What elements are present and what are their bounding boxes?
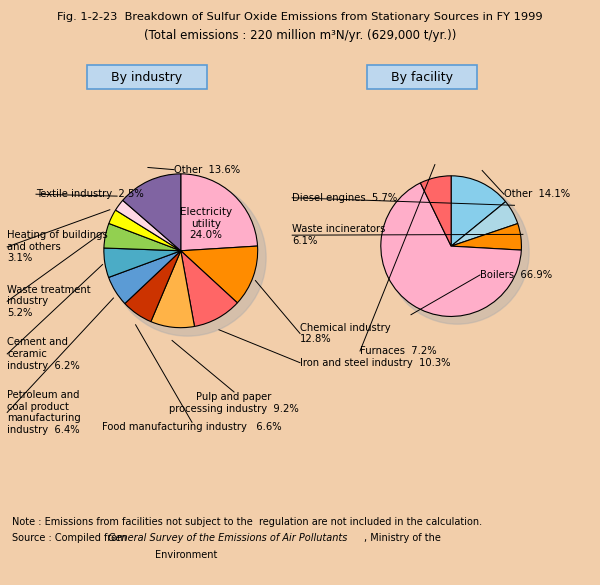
Wedge shape (181, 174, 257, 251)
Wedge shape (125, 251, 181, 322)
Text: Furnaces  7.2%: Furnaces 7.2% (360, 346, 437, 356)
Wedge shape (151, 251, 194, 328)
Wedge shape (421, 176, 451, 246)
Wedge shape (109, 210, 181, 251)
Wedge shape (181, 251, 238, 326)
Text: Other  13.6%: Other 13.6% (174, 164, 240, 175)
Text: Boilers  66.9%: Boilers 66.9% (480, 270, 552, 280)
Text: Environment: Environment (155, 549, 217, 560)
Text: Cement and
ceramic
industry  6.2%: Cement and ceramic industry 6.2% (7, 338, 80, 370)
Wedge shape (381, 183, 521, 316)
Text: By facility: By facility (391, 71, 453, 84)
Text: Textile industry  2.5%: Textile industry 2.5% (36, 189, 144, 199)
Wedge shape (451, 176, 506, 246)
Wedge shape (181, 246, 257, 303)
Text: Petroleum and
coal product
manufacturing
industry  6.4%: Petroleum and coal product manufacturing… (7, 390, 81, 435)
Text: (Total emissions : 220 million m³N/yr. (629,000 t/yr.)): (Total emissions : 220 million m³N/yr. (… (144, 29, 456, 42)
Wedge shape (109, 251, 181, 304)
Text: Iron and steel industry  10.3%: Iron and steel industry 10.3% (300, 357, 451, 368)
Text: Waste treatment
industry
5.2%: Waste treatment industry 5.2% (7, 285, 91, 318)
Text: Fig. 1-2-23  Breakdown of Sulfur Oxide Emissions from Stationary Sources in FY 1: Fig. 1-2-23 Breakdown of Sulfur Oxide Em… (57, 12, 543, 22)
Circle shape (109, 179, 266, 336)
FancyBboxPatch shape (367, 65, 477, 89)
Circle shape (386, 181, 529, 324)
Wedge shape (451, 202, 518, 246)
Wedge shape (104, 248, 181, 277)
Wedge shape (116, 200, 181, 251)
Wedge shape (451, 223, 521, 250)
Text: Heating of buildings
and others
3.1%: Heating of buildings and others 3.1% (7, 230, 108, 263)
FancyBboxPatch shape (87, 65, 207, 89)
Text: Electricity
utility
24.0%: Electricity utility 24.0% (180, 207, 232, 240)
Text: General Survey of the Emissions of Air Pollutants: General Survey of the Emissions of Air P… (108, 533, 347, 543)
Text: , Ministry of the: , Ministry of the (364, 533, 441, 543)
Text: Chemical industry
12.8%: Chemical industry 12.8% (300, 323, 391, 344)
Text: By industry: By industry (112, 71, 182, 84)
Text: Pulp and paper
processing industry  9.2%: Pulp and paper processing industry 9.2% (169, 392, 299, 414)
Text: Waste incinerators
6.1%: Waste incinerators 6.1% (292, 225, 386, 246)
Text: Note : Emissions from facilities not subject to the  regulation are not included: Note : Emissions from facilities not sub… (12, 517, 482, 527)
Text: Source : Compiled from: Source : Compiled from (12, 533, 130, 543)
Text: Diesel engines  5.7%: Diesel engines 5.7% (292, 192, 397, 203)
Text: Other  14.1%: Other 14.1% (504, 189, 570, 199)
Wedge shape (104, 223, 181, 251)
Text: Food manufacturing industry   6.6%: Food manufacturing industry 6.6% (102, 422, 282, 432)
Wedge shape (123, 174, 181, 251)
